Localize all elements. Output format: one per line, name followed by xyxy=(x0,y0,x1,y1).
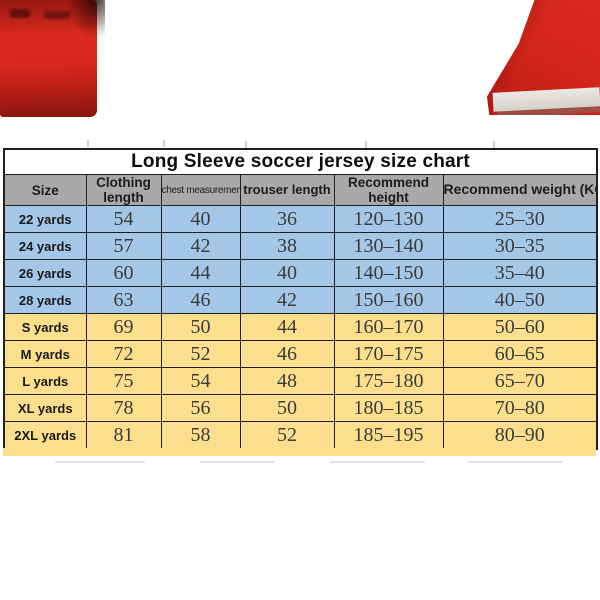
jersey-crest-mark xyxy=(10,9,30,18)
column-header-trouser-length: trouser length xyxy=(239,173,335,207)
artifact-streak xyxy=(55,461,145,463)
chest-measurement-value: 56 xyxy=(160,394,241,423)
size-label: 2XL yards xyxy=(3,421,87,450)
size-label: 26 yards xyxy=(3,259,87,288)
clothing-length-value: 72 xyxy=(85,340,162,369)
recommend-weight-value: 70–80 xyxy=(442,394,598,423)
recommend-height-value: 120–130 xyxy=(333,205,444,234)
column-header-size: Size xyxy=(3,173,87,207)
chest-measurement-value: 42 xyxy=(160,232,241,261)
size-label: XL yards xyxy=(3,394,87,423)
size-label: L yards xyxy=(3,367,87,396)
trouser-length-value: 38 xyxy=(239,232,335,261)
trouser-length-value: 44 xyxy=(239,313,335,342)
recommend-height-value: 170–175 xyxy=(333,340,444,369)
trouser-length-value: 36 xyxy=(239,205,335,234)
clothing-length-value: 57 xyxy=(85,232,162,261)
artifact-streak xyxy=(200,461,275,463)
recommend-weight-value: 40–50 xyxy=(442,286,598,315)
clothing-length-value: 69 xyxy=(85,313,162,342)
artifact-tick xyxy=(245,141,247,148)
trouser-length-value: 48 xyxy=(239,367,335,396)
table-row-28-yards: 28 yards 63 46 42 150–160 40–50 xyxy=(3,286,598,315)
column-header-clothing-length: Clothing length xyxy=(85,173,162,207)
size-label: M yards xyxy=(3,340,87,369)
clothing-length-value: 81 xyxy=(85,421,162,450)
column-header-recommend-height: Recommend height xyxy=(333,173,444,207)
clothing-length-value: 78 xyxy=(85,394,162,423)
table-row-22-yards: 22 yards 54 40 36 120–130 25–30 xyxy=(3,205,598,234)
recommend-weight-value: 60–65 xyxy=(442,340,598,369)
table-row-2xl-yards: 2XL yards 81 58 52 185–195 80–90 xyxy=(3,421,598,450)
chest-measurement-value: 44 xyxy=(160,259,241,288)
chest-measurement-value: 46 xyxy=(160,286,241,315)
recommend-weight-value: 30–35 xyxy=(442,232,598,261)
chest-measurement-value: 58 xyxy=(160,421,241,450)
size-label: S yards xyxy=(3,313,87,342)
artifact-streak xyxy=(330,461,425,463)
clothing-length-value: 75 xyxy=(85,367,162,396)
artifact-tick xyxy=(493,141,495,148)
recommend-height-value: 150–160 xyxy=(333,286,444,315)
recommend-height-value: 130–140 xyxy=(333,232,444,261)
jersey-collar-shadow xyxy=(65,0,105,40)
table-title-row: Long Sleeve soccer jersey size chart xyxy=(3,148,598,175)
cropped-table-row-remnant xyxy=(3,448,596,456)
table-row-l-yards: L yards 75 54 48 175–180 65–70 xyxy=(3,367,598,396)
clothing-length-value: 63 xyxy=(85,286,162,315)
table-row-xl-yards: XL yards 78 56 50 180–185 70–80 xyxy=(3,394,598,423)
jersey-photo-fragment-left xyxy=(0,0,105,117)
artifact-tick xyxy=(87,140,89,147)
chest-measurement-value: 50 xyxy=(160,313,241,342)
jersey-sponsor-mark xyxy=(44,11,70,19)
artifact-tick xyxy=(365,141,367,148)
recommend-height-value: 185–195 xyxy=(333,421,444,450)
chest-measurement-value: 52 xyxy=(160,340,241,369)
recommend-weight-value: 80–90 xyxy=(442,421,598,450)
recommend-weight-value: 25–30 xyxy=(442,205,598,234)
table-title: Long Sleeve soccer jersey size chart xyxy=(3,148,598,175)
recommend-weight-value: 50–60 xyxy=(442,313,598,342)
table-row-s-yards: S yards 69 50 44 160–170 50–60 xyxy=(3,313,598,342)
size-chart-table: Long Sleeve soccer jersey size chart Siz… xyxy=(3,148,599,451)
column-header-chest-measurement: chest measurement xyxy=(160,173,241,207)
trouser-length-value: 50 xyxy=(239,394,335,423)
table-row-m-yards: M yards 72 52 46 170–175 60–65 xyxy=(3,340,598,369)
trouser-length-value: 46 xyxy=(239,340,335,369)
recommend-height-value: 140–150 xyxy=(333,259,444,288)
trouser-length-value: 40 xyxy=(239,259,335,288)
recommend-height-value: 180–185 xyxy=(333,394,444,423)
jersey-photo-fragment-right xyxy=(487,0,600,115)
recommend-weight-value: 65–70 xyxy=(442,367,598,396)
size-label: 22 yards xyxy=(3,205,87,234)
recommend-weight-value: 35–40 xyxy=(442,259,598,288)
clothing-length-value: 60 xyxy=(85,259,162,288)
clothing-length-value: 54 xyxy=(85,205,162,234)
chest-measurement-value: 54 xyxy=(160,367,241,396)
recommend-height-value: 160–170 xyxy=(333,313,444,342)
table-row-24-yards: 24 yards 57 42 38 130–140 30–35 xyxy=(3,232,598,261)
column-header-recommend-weight: Recommend weight (KG) xyxy=(442,173,598,207)
size-label: 24 yards xyxy=(3,232,87,261)
artifact-streak xyxy=(468,461,563,463)
jersey-fold-shading xyxy=(0,0,97,117)
trouser-length-value: 52 xyxy=(239,421,335,450)
chest-measurement-value: 40 xyxy=(160,205,241,234)
size-label: 28 yards xyxy=(3,286,87,315)
artifact-tick xyxy=(163,140,165,147)
recommend-height-value: 175–180 xyxy=(333,367,444,396)
table-header-row: Size Clothing length chest measurement t… xyxy=(3,173,598,207)
table-row-26-yards: 26 yards 60 44 40 140–150 35–40 xyxy=(3,259,598,288)
trouser-length-value: 42 xyxy=(239,286,335,315)
